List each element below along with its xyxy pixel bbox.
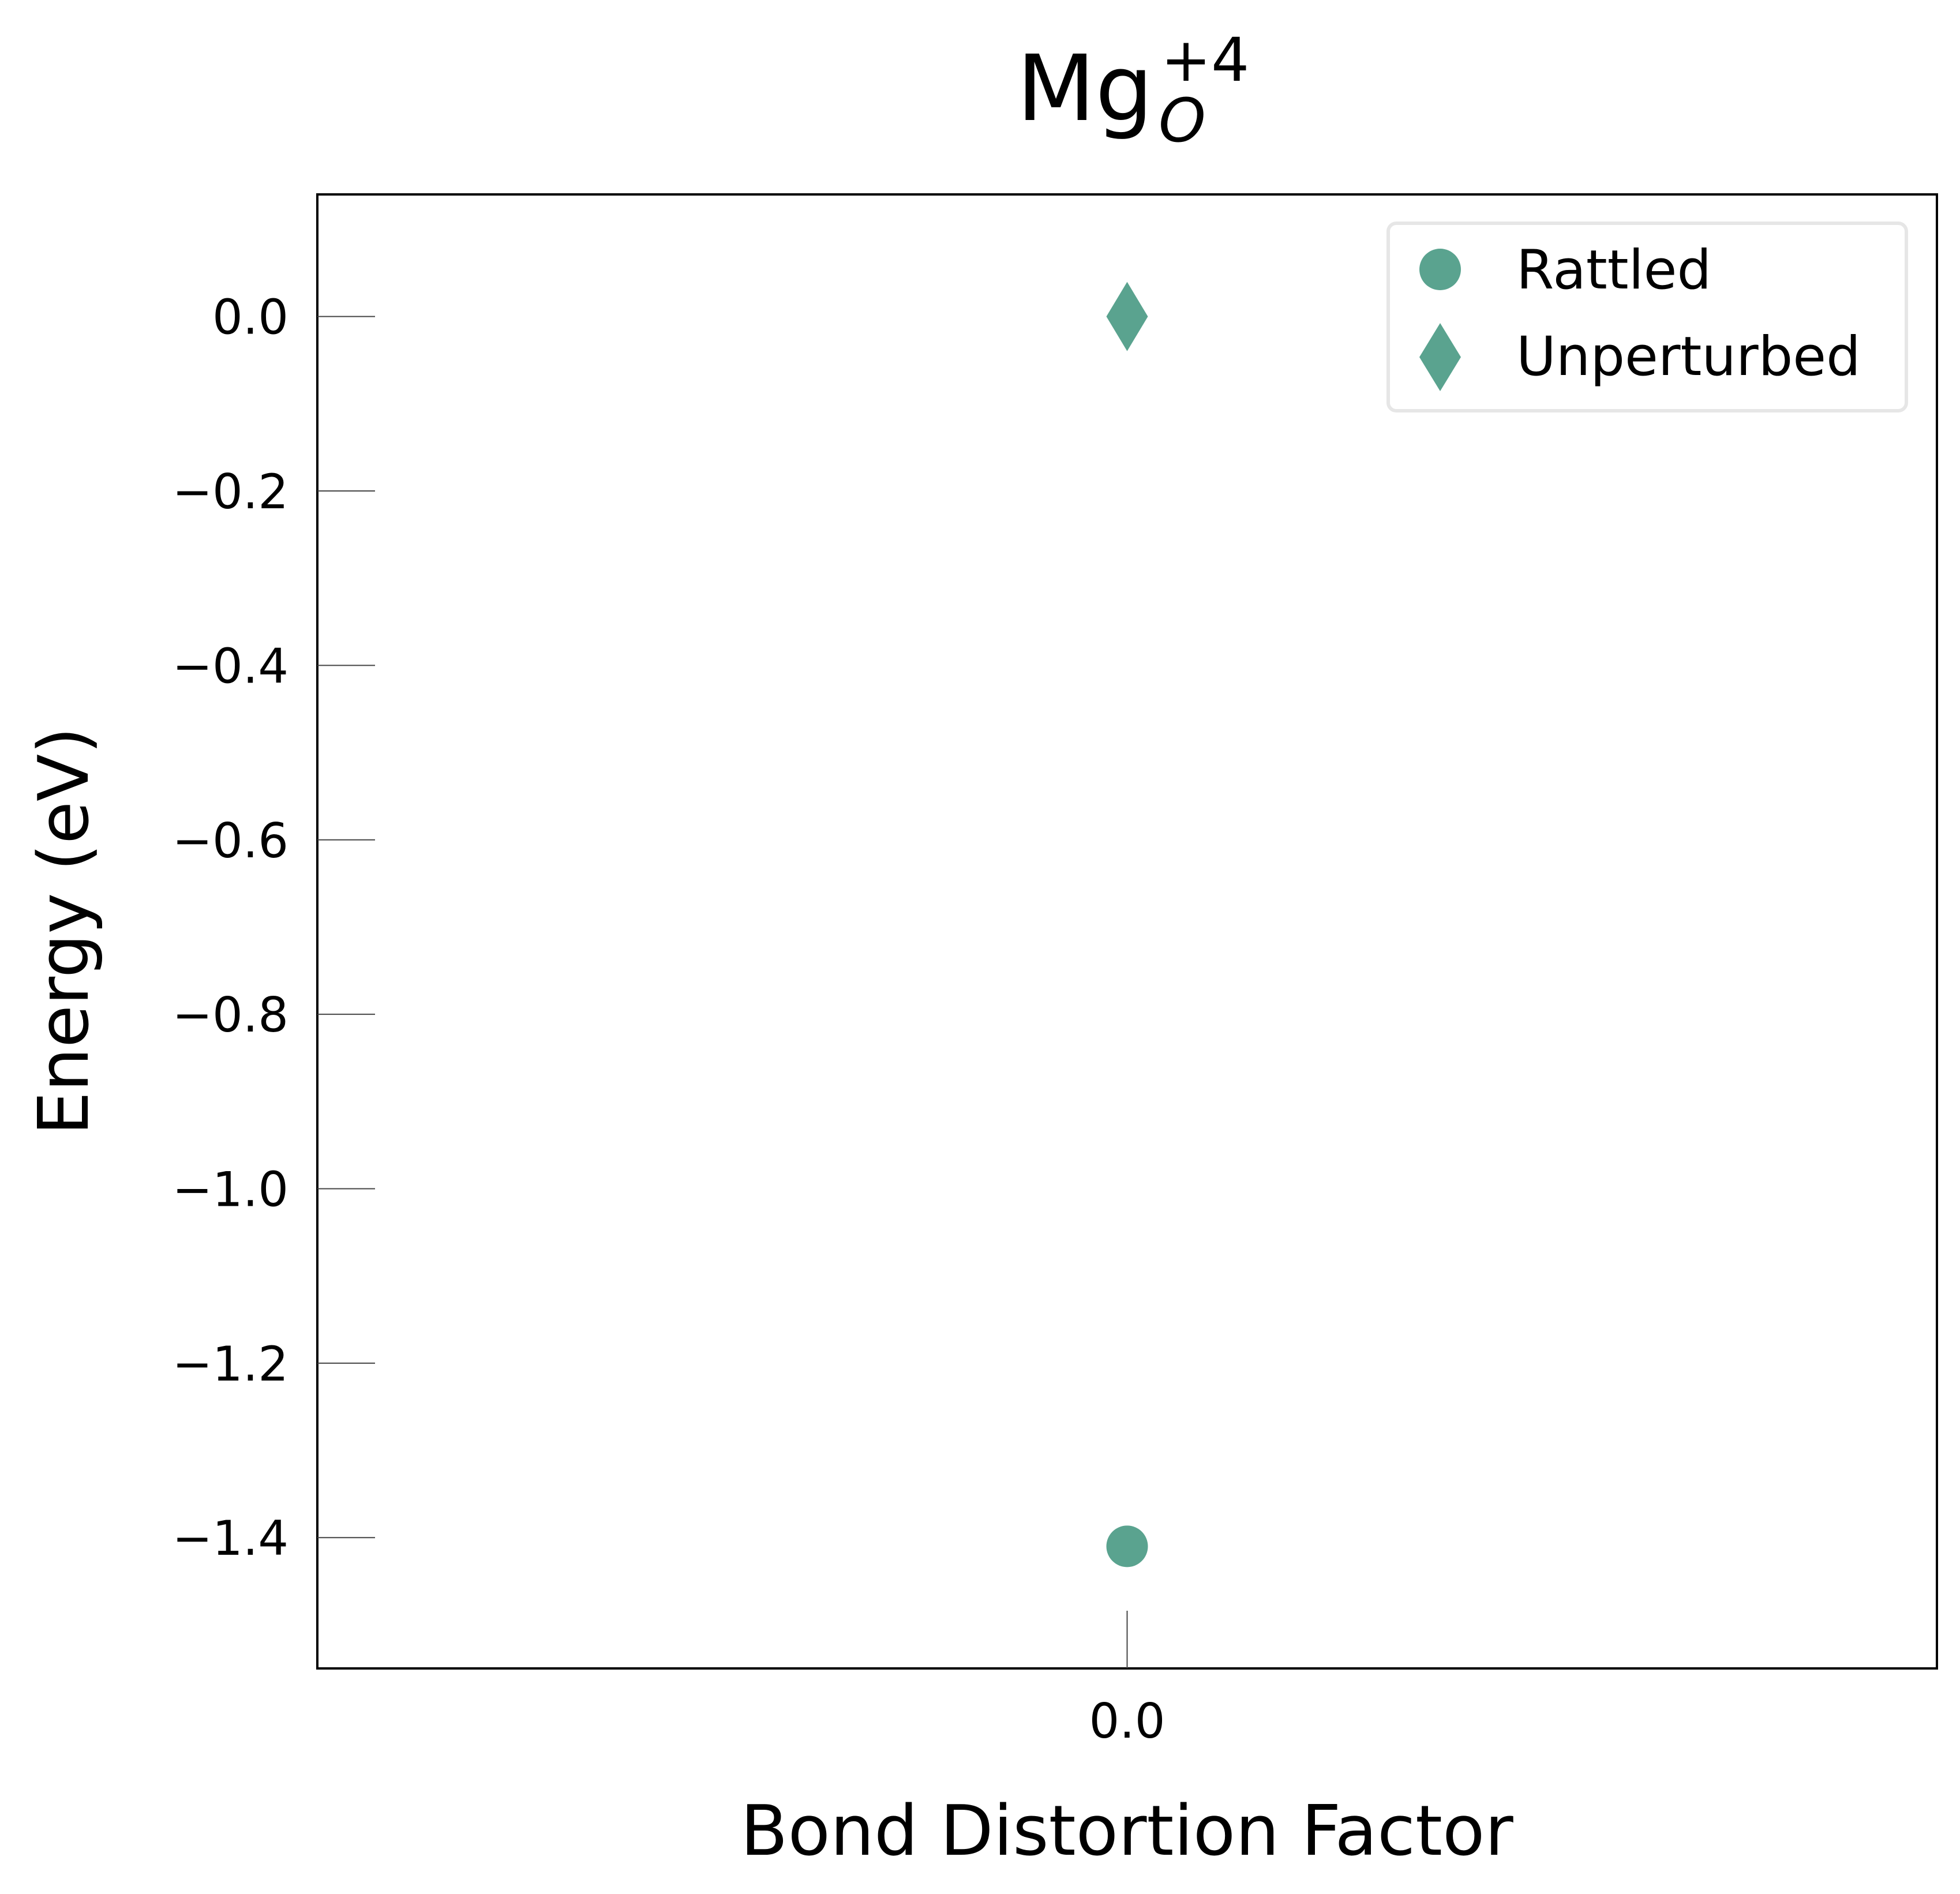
data-point-rattled [1106, 1525, 1148, 1567]
x-axis: 0.0 [1089, 1611, 1165, 1749]
y-axis: 0.0 −0.2 −0.4 −0.6 −0.8 −1.0 −1.2 −1.4 [172, 290, 375, 1566]
chart-title-base: Mg [1017, 36, 1153, 142]
y-tick-label: −1.4 [172, 1510, 288, 1566]
y-tick-label: 0.0 [212, 290, 288, 346]
legend-box [1386, 222, 1908, 412]
y-tick-label: −1.0 [172, 1161, 288, 1217]
legend-rattled-label: Rattled [1516, 239, 1711, 302]
chart-title: Mg +4 O [1017, 25, 1249, 156]
legend-rattled-marker [1419, 249, 1461, 290]
y-tick-label: −0.4 [172, 638, 288, 694]
y-tick-label: −1.2 [172, 1336, 288, 1392]
x-axis-label: Bond Distortion Factor [740, 1791, 1513, 1872]
y-axis-label: Energy (eV) [24, 727, 104, 1135]
data-point-unperturbed [1106, 282, 1148, 351]
data-points [1106, 282, 1148, 1567]
chart-title-superscript: +4 [1161, 25, 1249, 95]
chart-title-subscript: O [1159, 85, 1206, 156]
plot-frame [316, 193, 1938, 1670]
legend-unperturbed-label: Unperturbed [1516, 325, 1861, 388]
y-tick-label: −0.6 [172, 813, 288, 869]
legend-unperturbed-marker [1419, 323, 1461, 391]
y-tick-label: −0.2 [172, 464, 288, 520]
y-tick-label: −0.8 [172, 987, 288, 1043]
x-tick-label: 0.0 [1089, 1693, 1165, 1749]
legend: Rattled Unperturbed [1386, 222, 1908, 412]
